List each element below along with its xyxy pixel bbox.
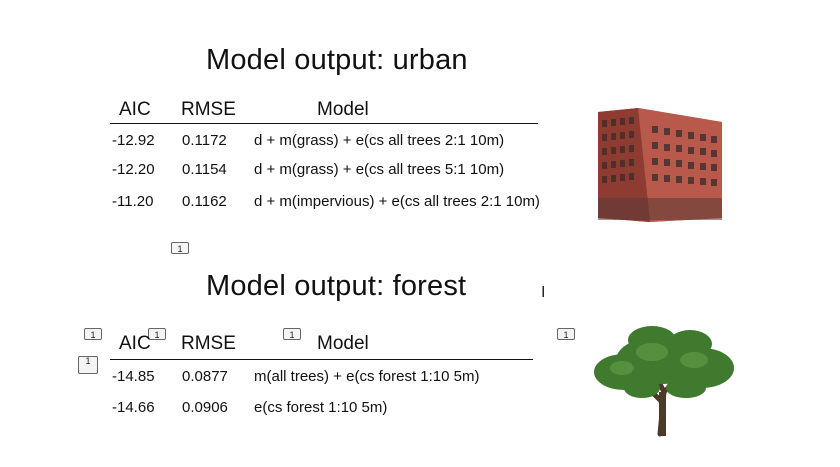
forest-header-aic: AIC — [119, 333, 151, 354]
forest-row-1-rmse: 0.0877 — [182, 368, 228, 385]
urban-row-3-rmse: 0.1162 — [182, 193, 227, 210]
urban-header-rule — [110, 123, 538, 124]
comment-marker[interactable]: 1 — [148, 328, 166, 340]
forest-row-1-aic: -14.85 — [112, 368, 155, 385]
building-photo — [598, 108, 722, 222]
text-cursor-icon: I — [541, 284, 546, 301]
forest-header-rmse: RMSE — [181, 333, 236, 354]
urban-header-rmse: RMSE — [181, 99, 236, 120]
forest-row-2-model: e(cs forest 1:10 5m) — [254, 399, 388, 416]
urban-row-1-aic: -12.92 — [112, 132, 155, 149]
urban-row-2-aic: -12.20 — [112, 161, 155, 178]
comment-marker[interactable]: 1 — [557, 328, 575, 340]
forest-title: Model output: forest — [206, 270, 467, 302]
forest-header-model: Model — [317, 333, 369, 354]
urban-row-3-model: d + m(impervious) + e(cs all trees 2:1 1… — [254, 193, 540, 210]
forest-row-1-model: m(all trees) + e(cs forest 1:10 5m) — [254, 368, 480, 385]
comment-marker[interactable]: 1 — [171, 242, 189, 254]
urban-header-aic: AIC — [119, 99, 151, 120]
urban-header-model: Model — [317, 99, 369, 120]
forest-header-rule — [110, 359, 533, 360]
forest-row-2-rmse: 0.0906 — [182, 399, 228, 416]
comment-marker[interactable]: 1 — [78, 356, 98, 374]
forest-row-2-aic: -14.66 — [112, 399, 155, 416]
urban-row-3-aic: -11.20 — [112, 193, 154, 210]
tree-photo — [594, 326, 734, 437]
urban-row-2-rmse: 0.1154 — [182, 161, 227, 178]
comment-marker[interactable]: 1 — [84, 328, 102, 340]
urban-row-2-model: d + m(grass) + e(cs all trees 5:1 10m) — [254, 161, 505, 178]
urban-row-1-rmse: 0.1172 — [182, 132, 227, 149]
urban-title: Model output: urban — [206, 44, 468, 76]
comment-marker[interactable]: 1 — [283, 328, 301, 340]
urban-row-1-model: d + m(grass) + e(cs all trees 2:1 10m) — [254, 132, 505, 149]
